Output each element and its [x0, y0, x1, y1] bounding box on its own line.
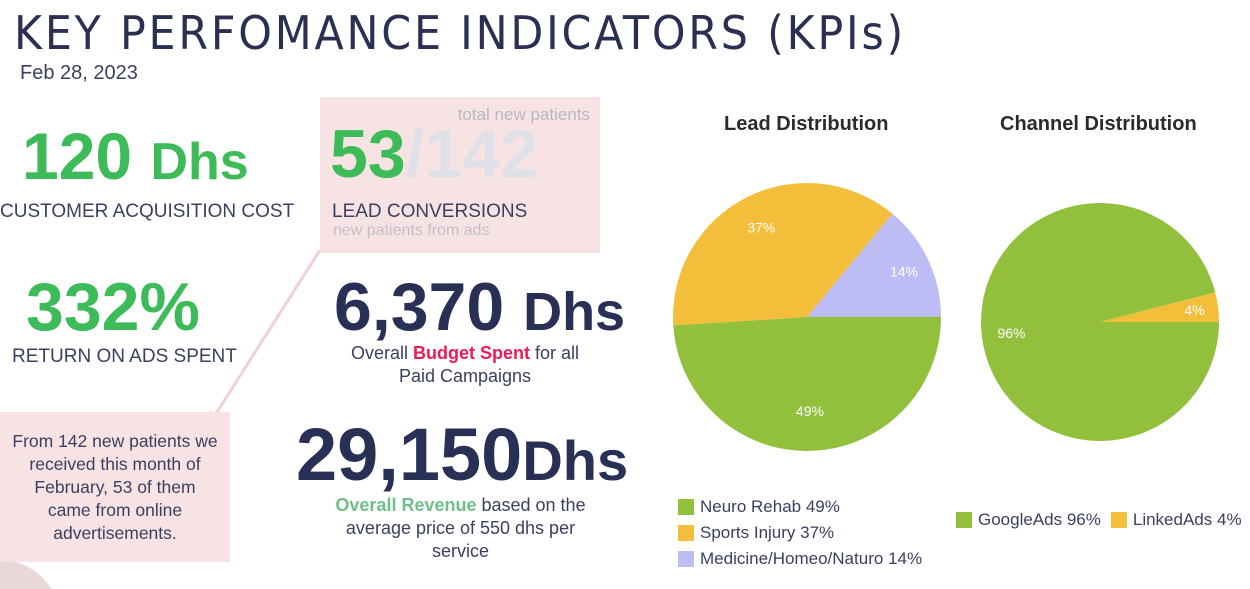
lead-conversions-card: total new patients 53/142 LEAD CONVERSIO… [320, 97, 600, 253]
legend-swatch [1110, 512, 1127, 528]
budget-value: 6,370 Dhs [334, 269, 626, 345]
revenue-value: 29,150Dhs [296, 413, 629, 496]
explanation-note: From 142 new patients we received this m… [0, 412, 230, 562]
legend-swatch [678, 551, 694, 567]
pie-slice-sports-injury [673, 183, 893, 326]
legend-swatch [678, 499, 694, 515]
budget-caption: Overall Budget Spent for all Paid Campaig… [350, 343, 580, 386]
leads-ratio: 53/142 [330, 115, 538, 193]
cac-value: 120 Dhs [22, 119, 249, 193]
lead-legend: Neuro Rehab 49% Sports Injury 37% Medici… [678, 497, 922, 569]
leads-slash: / [405, 116, 425, 192]
legend-item: LinkedAds 4% [1110, 510, 1242, 530]
legend-item: GoogleAds 96% [956, 510, 1101, 530]
report-date: Feb 28, 2023 [20, 62, 138, 84]
pie-data-label: 49% [796, 403, 824, 419]
pie-slice-googleads [980, 203, 1219, 442]
page-title: KEY PERFOMANCE INDICATORS (KPIs) [14, 6, 907, 60]
cac-label: CUSTOMER ACQUISITION COST [0, 201, 295, 222]
lead-conversions-label: LEAD CONVERSIONS [332, 201, 528, 222]
pie-slice-linkedads [1100, 292, 1219, 322]
total-new-patients-label: total new patients [457, 105, 590, 124]
legend-item: Medicine/Homeo/Naturo 14% [678, 549, 922, 569]
pie-data-label: 37% [747, 219, 775, 235]
leads-total: 142 [424, 116, 539, 192]
revenue-caption: Overall Revenue based on the average pric… [335, 495, 586, 561]
decorative-circle [0, 560, 52, 589]
lead-conversions-sublabel: new patients from ads [333, 222, 490, 239]
pie-data-label: 4% [1184, 302, 1204, 318]
pie-slice-medicine-homeo-naturo [807, 213, 941, 317]
legend-item: Sports Injury 37% [678, 523, 922, 543]
pie-data-label: 96% [997, 325, 1025, 341]
channel-chart-title: Channel Distribution [1000, 113, 1197, 135]
roas-value: 332% [26, 269, 200, 345]
legend-item: Neuro Rehab 49% [678, 497, 922, 517]
pie-slice-neuro-rehab [673, 317, 941, 452]
legend-swatch [956, 512, 972, 528]
roas-label: RETURN ON ADS SPENT [12, 346, 237, 367]
pie-data-label: 14% [890, 263, 918, 279]
leads-converted: 53 [330, 116, 406, 192]
lead-chart-title: Lead Distribution [724, 113, 889, 135]
channel-legend: GoogleAds 96% LinkedAds 4% [956, 510, 1242, 530]
legend-swatch [678, 525, 694, 541]
